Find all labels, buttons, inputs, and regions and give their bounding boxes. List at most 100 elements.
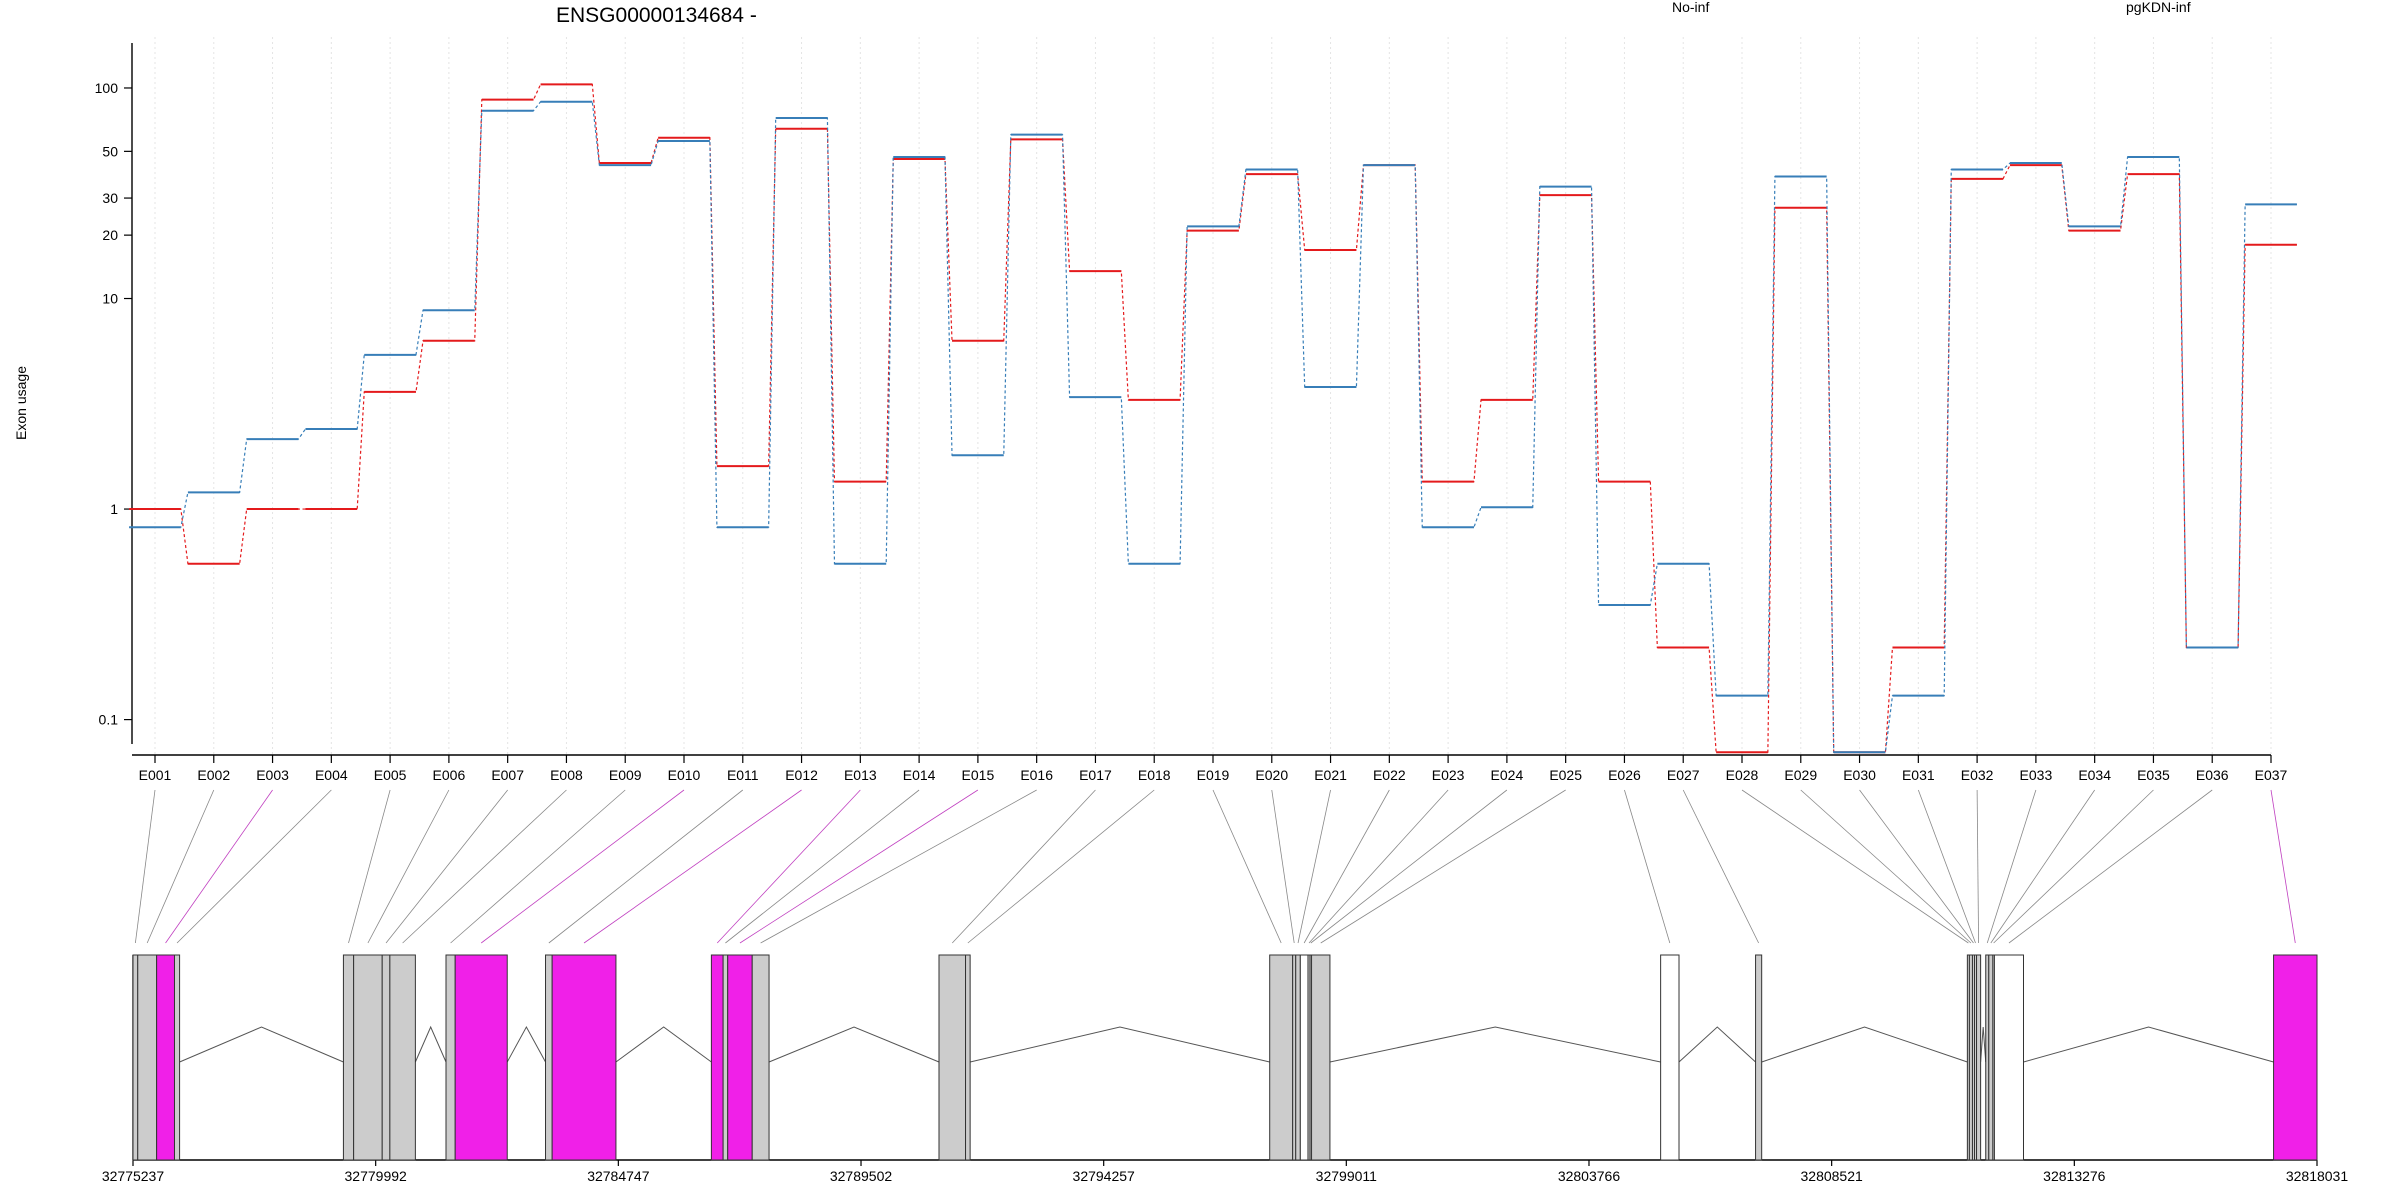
exon-box-e027 — [1755, 954, 1763, 1161]
exon-box-e013 — [710, 954, 724, 1161]
x-tick-label-e002: E002 — [197, 767, 230, 783]
series-layer — [129, 83, 2297, 754]
exon-box-e008 — [389, 954, 416, 1161]
connector-e037 — [2270, 789, 2296, 944]
chart-title: ENSG00000134684 - — [556, 4, 757, 27]
connector-e034 — [1990, 789, 2095, 944]
connector-e011 — [548, 789, 744, 944]
exon-box-e018 — [965, 954, 971, 1161]
coord-label-32779992: 32779992 — [345, 1168, 408, 1184]
x-tick-label-e028: E028 — [1726, 767, 1759, 783]
exon-connector-layer — [134, 789, 2296, 944]
connector-e002 — [146, 789, 215, 944]
x-tick-label-e015: E015 — [962, 767, 995, 783]
x-tick-label-e007: E007 — [491, 767, 524, 783]
exon-box-e004 — [173, 954, 181, 1161]
x-tick-label-e036: E036 — [2196, 767, 2229, 783]
intron-5 — [768, 1026, 940, 1063]
series-no-inf — [129, 83, 2297, 754]
y-tick-label-10: 10 — [102, 291, 118, 307]
x-tick-label-e014: E014 — [903, 767, 936, 783]
connector-e010 — [480, 789, 685, 944]
legend-label-pgkdn-inf: pgKDN-inf — [2126, 0, 2191, 15]
intron-8 — [1678, 1026, 1756, 1063]
legend-label-no-inf: No-inf — [1672, 0, 1709, 15]
coord-label-32775237: 32775237 — [102, 1168, 165, 1184]
x-tick-label-e006: E006 — [433, 767, 466, 783]
x-tick-label-e023: E023 — [1432, 767, 1465, 783]
intron-2 — [414, 1025, 447, 1063]
x-tick-label-e035: E035 — [2137, 767, 2170, 783]
exon-box-e036 — [1993, 954, 2024, 1161]
connector-e012 — [583, 789, 802, 944]
x-tick-label-e003: E003 — [256, 767, 289, 783]
exon-box-e001 — [132, 954, 139, 1161]
y-axis: 0.1 1 10 20 30 50 100 — [95, 43, 133, 744]
y-tick-label-20: 20 — [102, 227, 118, 243]
x-tick-label-e026: E026 — [1608, 767, 1641, 783]
intron-10 — [1980, 1026, 1987, 1063]
connector-e020 — [1271, 789, 1295, 944]
x-tick-label-e001: E001 — [139, 767, 172, 783]
exon-box-e006 — [353, 954, 383, 1161]
connector-e017 — [951, 789, 1096, 944]
connector-e023 — [1308, 789, 1449, 944]
connector-e021 — [1297, 789, 1331, 944]
x-tick-label-e029: E029 — [1784, 767, 1817, 783]
x-tick-label-e030: E030 — [1843, 767, 1876, 783]
intron-4 — [615, 1026, 712, 1063]
exon-box-e005 — [342, 954, 355, 1161]
x-tick-label-e012: E012 — [785, 767, 818, 783]
exon-box-e022 — [1299, 954, 1309, 1161]
exon-box-e026 — [1660, 954, 1680, 1161]
connector-e031 — [1917, 789, 1976, 944]
connector-e029 — [1800, 789, 1972, 944]
coord-label-32803766: 32803766 — [1558, 1168, 1621, 1184]
grid-layer — [154, 37, 2272, 755]
coord-label-32784747: 32784747 — [587, 1168, 650, 1184]
exon-box-e017 — [938, 954, 967, 1161]
y-tick-label-1: 1 — [110, 501, 118, 517]
x-tick-label-e008: E008 — [550, 767, 583, 783]
y-tick-label-0-1: 0.1 — [99, 712, 119, 728]
exon-box-e012 — [551, 954, 617, 1161]
coord-label-32799011: 32799011 — [1316, 1168, 1377, 1184]
connector-e007 — [385, 789, 508, 944]
coord-label-32789502: 32789502 — [830, 1168, 893, 1184]
x-tick-label-e018: E018 — [1138, 767, 1171, 783]
x-tick-label-e034: E034 — [2078, 767, 2111, 783]
x-tick-label-e032: E032 — [1961, 767, 1994, 783]
connector-e028 — [1741, 789, 1969, 944]
exon-box-e002 — [137, 954, 158, 1161]
connector-e036 — [2008, 789, 2213, 944]
coord-label-32808521: 32808521 — [1801, 1168, 1864, 1184]
x-tick-label-e011: E011 — [727, 767, 759, 783]
connector-e025 — [1320, 789, 1566, 944]
exon-box-e003 — [156, 954, 175, 1161]
connector-e015 — [739, 789, 979, 944]
y-tick-label-30: 30 — [102, 190, 118, 206]
connector-e022 — [1303, 789, 1390, 944]
x-tick-label-e027: E027 — [1667, 767, 1700, 783]
connector-e024 — [1310, 789, 1508, 944]
connector-e026 — [1624, 789, 1671, 944]
connector-e009 — [450, 789, 626, 944]
x-tick-label-e010: E010 — [668, 767, 701, 783]
y-axis-label: Exon usage — [13, 366, 29, 440]
intron-1 — [179, 1026, 344, 1063]
exon-box-e019 — [1269, 954, 1294, 1161]
x-tick-label-e019: E019 — [1197, 767, 1230, 783]
x-tick-label-e024: E024 — [1491, 767, 1524, 783]
connector-e014 — [725, 789, 920, 944]
x-tick-label-e020: E020 — [1255, 767, 1288, 783]
exon-box-e016 — [751, 954, 770, 1161]
connector-e035 — [1993, 789, 2154, 944]
y-tick-label-50: 50 — [102, 143, 118, 159]
connector-e033 — [1986, 789, 2037, 944]
exon-box-e015 — [727, 954, 753, 1161]
connector-e004 — [176, 789, 332, 944]
series-line-pgkdn-inf — [129, 101, 2297, 753]
exon-box-e037 — [2273, 954, 2318, 1161]
connector-e003 — [165, 789, 273, 944]
